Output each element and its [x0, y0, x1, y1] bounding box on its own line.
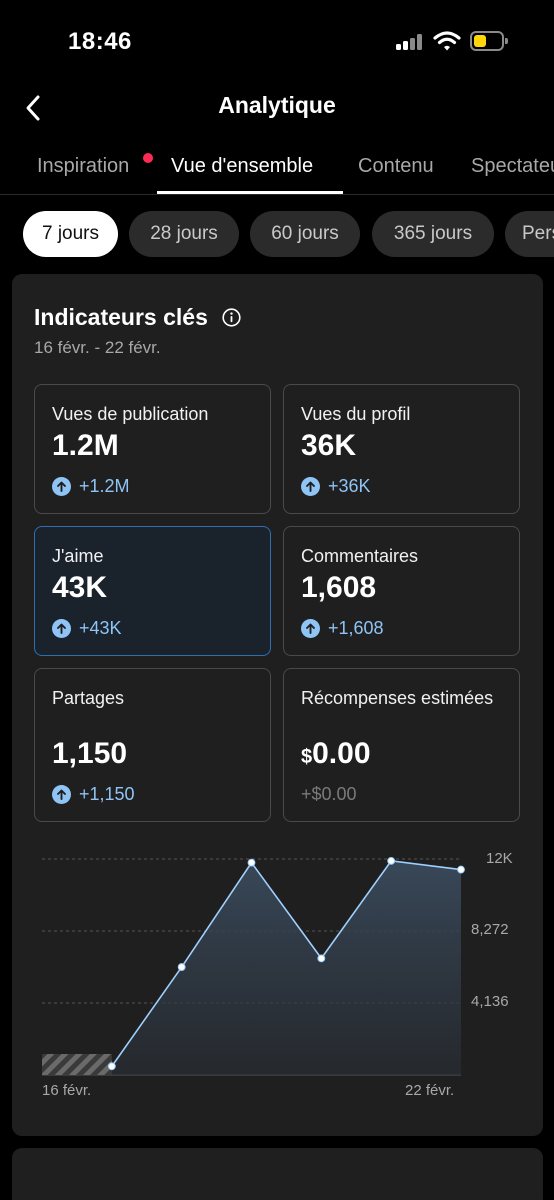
x-tick-label: 22 févr.	[405, 1082, 455, 1099]
metric-value: 36K	[301, 429, 357, 462]
page-title: Analytique	[218, 92, 336, 118]
metric-label: Récompenses estimées	[301, 688, 494, 708]
metric-likes[interactable]: J'aime 43K +43K	[34, 526, 271, 656]
metric-value: 43K	[52, 571, 108, 604]
chart-canvas	[42, 856, 465, 1076]
metric-value: 1,150	[52, 737, 128, 770]
arrow-up-icon	[301, 619, 320, 638]
notification-dot	[143, 153, 153, 163]
metric-change-text: +36K	[328, 476, 371, 496]
metric-change: +1.2M	[52, 476, 130, 497]
metric-label: Vues du profil	[301, 404, 411, 424]
metric-value: $0.00	[301, 737, 371, 771]
section-title: Indicateurs clés	[34, 304, 208, 330]
chart-data-point	[107, 1062, 116, 1071]
metric-value: 1.2M	[52, 429, 119, 462]
period-selector: 7 jours 28 jours 60 jours 365 jours Pers…	[0, 211, 554, 259]
period-chip-60-days[interactable]: 60 jours	[250, 211, 360, 257]
metric-estimated-rewards[interactable]: Récompenses estimées $0.00 +$0.00	[283, 668, 520, 822]
currency-symbol: $	[301, 746, 313, 768]
chart-no-data-placeholder	[42, 1054, 112, 1075]
metric-profile-views[interactable]: Vues du profil 36K +36K	[283, 384, 520, 514]
metric-change-text: +$0.00	[301, 784, 357, 804]
arrow-up-icon	[52, 477, 71, 496]
tab-bar: Inspiration Vue d'ensemble Contenu Spect…	[0, 145, 554, 195]
metric-comments[interactable]: Commentaires 1,608 +1,608	[283, 526, 520, 656]
period-chip-custom[interactable]: Personnalisé	[505, 211, 554, 257]
chart-data-point	[457, 865, 465, 874]
metric-change: +36K	[301, 476, 371, 497]
battery-icon	[470, 31, 508, 51]
metric-value-amount: 0.00	[312, 737, 371, 770]
status-bar: 18:46	[0, 0, 554, 80]
metric-change-text: +43K	[79, 618, 122, 638]
back-button[interactable]	[18, 90, 48, 126]
metric-shares[interactable]: Partages 1,150 +1,150	[34, 668, 271, 822]
metric-change-text: +1,608	[328, 618, 384, 638]
chart-line	[111, 860, 462, 1067]
y-tick-label: 12K	[486, 850, 513, 867]
likes-chart: 16 févr. 22 févr. 12K 8,272 4,136	[12, 849, 543, 1099]
cellular-signal-icon	[396, 34, 424, 50]
x-tick-label: 16 févr.	[42, 1082, 92, 1099]
chart-data-point	[317, 954, 326, 963]
metric-change: +43K	[52, 618, 122, 639]
metric-label: Vues de publication	[52, 404, 209, 424]
metric-change: +$0.00	[301, 784, 357, 805]
metric-label: Partages	[52, 688, 125, 708]
metric-post-views[interactable]: Vues de publication 1.2M +1.2M	[34, 384, 271, 514]
chevron-left-icon	[26, 95, 40, 121]
arrow-up-icon	[301, 477, 320, 496]
chart-data-point	[247, 858, 256, 867]
arrow-up-icon	[52, 619, 71, 638]
chart-area	[111, 860, 461, 1075]
tab-inspiration[interactable]: Inspiration	[37, 155, 130, 177]
metric-change: +1,608	[301, 618, 384, 639]
info-icon[interactable]	[222, 308, 241, 327]
metric-change-text: +1,150	[79, 784, 135, 804]
metric-label: Commentaires	[301, 546, 419, 566]
status-time: 18:46	[68, 28, 132, 55]
date-range: 16 févr. - 22 févr.	[34, 338, 161, 357]
key-metrics-card: Indicateurs clés 16 févr. - 22 févr. Vue…	[12, 274, 543, 1136]
arrow-up-icon	[52, 785, 71, 804]
chart-data-point	[177, 963, 186, 971]
metric-change: +1,150	[52, 784, 135, 805]
tab-overview[interactable]: Vue d'ensemble	[171, 155, 314, 177]
active-tab-indicator	[157, 191, 343, 194]
metric-change-text: +1.2M	[79, 476, 130, 496]
y-tick-label: 4,136	[471, 993, 509, 1010]
y-tick-label: 8,272	[471, 921, 509, 938]
tab-content[interactable]: Contenu	[358, 155, 434, 177]
chart-data-point	[387, 856, 396, 865]
period-chip-28-days[interactable]: 28 jours	[129, 211, 239, 257]
wifi-icon	[433, 30, 461, 52]
tab-viewers[interactable]: Spectateurs	[471, 155, 554, 177]
next-section-card	[12, 1148, 543, 1200]
metric-value: 1,608	[301, 571, 377, 604]
metric-label: J'aime	[52, 546, 104, 566]
period-chip-365-days[interactable]: 365 jours	[372, 211, 494, 257]
period-chip-7-days[interactable]: 7 jours	[23, 211, 118, 257]
